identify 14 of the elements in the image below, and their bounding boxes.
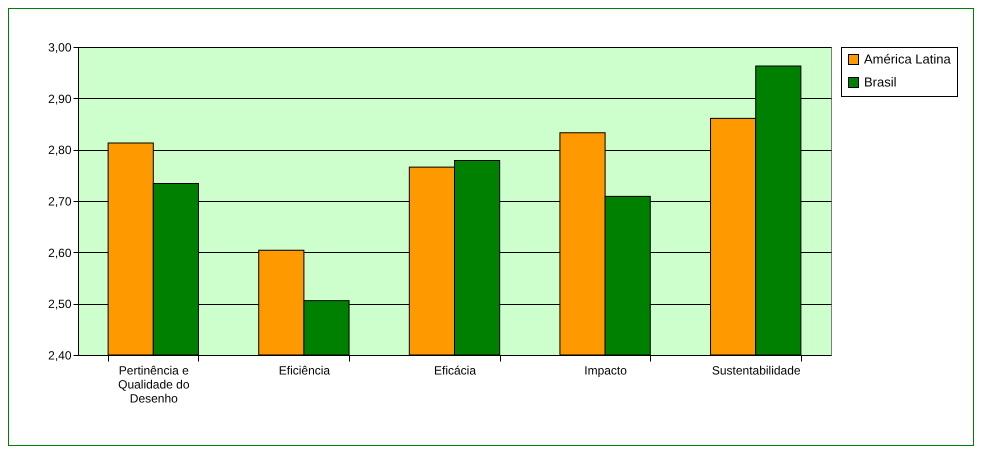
x-tick-label: Sustentabilidade — [712, 364, 801, 378]
x-tick-label: Eficiência — [278, 364, 330, 378]
legend-label: Brasil — [864, 74, 897, 90]
legend-label: América Latina — [864, 52, 952, 66]
x-tick-label: Impacto — [584, 364, 628, 378]
y-tick-label: 2,60 — [48, 246, 72, 260]
y-tick-label: 2,80 — [48, 143, 72, 158]
x-tick-label: Pertinência e Qualidade do Desenho — [118, 364, 190, 406]
y-tick-label: 2,90 — [48, 92, 72, 106]
y-tick-label: 2,40 — [48, 348, 72, 362]
y-tick-label: 2,70 — [48, 194, 72, 208]
x-tick-label: Eficácia — [434, 364, 476, 378]
y-tick-label: 2,50 — [48, 297, 72, 312]
y-tick-label: 3,00 — [48, 40, 72, 54]
